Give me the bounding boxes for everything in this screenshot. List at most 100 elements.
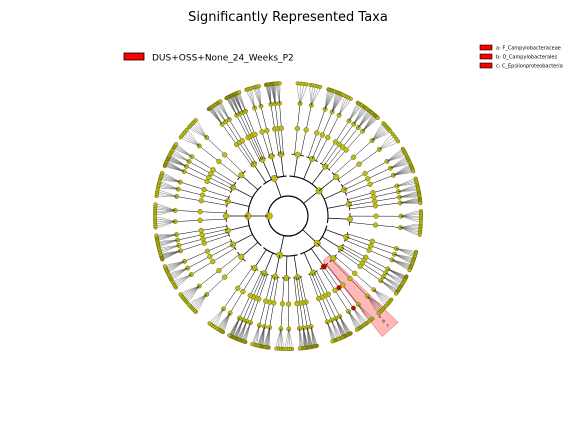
leaf-line: [372, 134, 387, 141]
leaf-line: [331, 320, 337, 335]
taxon-node: [222, 212, 230, 220]
leaf-line: [396, 248, 412, 251]
leaf-line: [164, 245, 179, 249]
leaf-line: [307, 327, 309, 343]
leaf-line: [249, 93, 255, 109]
leaf-line: [324, 96, 334, 110]
leaf-line: [173, 267, 188, 274]
leaf-line: [327, 321, 333, 337]
leaf-line: [278, 328, 282, 344]
taxon-node: [216, 267, 222, 274]
leaf-line: [176, 152, 190, 162]
taxon-node: [250, 342, 255, 347]
leaf-line: [188, 285, 200, 298]
leaf-line: [400, 216, 417, 219]
leaf-line: [386, 154, 401, 162]
leaf-line: [311, 90, 313, 106]
leaf-line: [400, 202, 416, 204]
leaf-line: [379, 144, 394, 150]
leaf-line: [297, 88, 301, 104]
leaf-line: [165, 250, 181, 254]
leaf-line: [221, 312, 231, 326]
leaf-line: [299, 328, 303, 344]
leaf-line: [196, 294, 207, 307]
main-legend-label: DUS+OSS+None_24_Weeks_P2: [152, 54, 294, 64]
leaf-line: [396, 248, 411, 252]
leaf-line: [287, 328, 289, 345]
leaf-line: [353, 308, 361, 322]
taxa-legend-item-a: a: F_Campylobacteraceae: [496, 46, 561, 52]
leaf-line: [178, 274, 192, 283]
leaf-line: [225, 313, 231, 328]
taxon-node: [325, 134, 331, 141]
leaf-line: [348, 311, 359, 323]
taxon-node: [329, 317, 334, 323]
taxon-node: [372, 203, 379, 209]
taxon-node: [201, 186, 207, 193]
taxon-node: [376, 311, 381, 316]
leaf-line: [348, 108, 358, 121]
leaf-line: [396, 248, 410, 256]
taxon-node: [251, 265, 258, 272]
leaf-line: [177, 274, 192, 282]
leaf-line: [353, 308, 364, 320]
leaf-line: [394, 254, 410, 258]
leaf-line: [396, 181, 412, 187]
leaf-line: [396, 248, 411, 255]
taxon-node: [153, 202, 158, 207]
leaf-line: [386, 151, 399, 162]
leaf-line: [386, 155, 402, 162]
taxon-node: [367, 181, 373, 187]
taxa-legend-swatch-b: [479, 53, 493, 60]
leaf-line: [199, 294, 207, 309]
leaf-line: [279, 328, 282, 344]
leaf-line: [338, 103, 349, 116]
taxon-node: [332, 287, 338, 294]
leaf-line: [332, 97, 336, 113]
leaf-line: [367, 296, 381, 305]
branch-line: [241, 174, 259, 190]
leaf-line: [400, 211, 416, 217]
leaf-line: [214, 308, 224, 321]
taxon-node: [336, 141, 342, 148]
leaf-line: [160, 206, 176, 211]
leaf-line: [373, 289, 387, 298]
leaf-line: [358, 117, 370, 128]
leaf-line: [216, 109, 226, 122]
leaf-line: [247, 94, 255, 109]
branch-line: [327, 203, 349, 209]
taxon-node: [238, 253, 245, 260]
leaf-line: [387, 268, 401, 278]
taxon-node: [210, 167, 216, 173]
taxon-node: [154, 233, 159, 238]
leaf-line: [277, 88, 280, 104]
taxon-node: [362, 170, 368, 177]
leaf-line: [175, 154, 190, 162]
branch-line: [303, 158, 313, 180]
taxon-node: [396, 139, 401, 144]
leaf-line: [257, 325, 260, 341]
leaf-line: [386, 152, 400, 162]
taxon-node: [369, 238, 375, 244]
taxon-node: [337, 245, 344, 252]
branch-line: [310, 248, 325, 267]
leaf-line: [398, 188, 414, 192]
taxon-node: [373, 213, 379, 219]
taxon-node: [256, 84, 261, 89]
branch-line: [261, 159, 272, 180]
leaf-line: [353, 308, 363, 321]
taxon-node: [333, 173, 340, 181]
taxon-node: [264, 127, 270, 134]
taxon-node: [197, 209, 203, 215]
leaf-line: [400, 214, 417, 217]
figure-title: Significantly Represented Taxa: [188, 10, 388, 25]
leaf-line: [179, 274, 192, 284]
leaf-line: [394, 254, 409, 260]
taxon-node: [198, 227, 204, 234]
leaf-line: [373, 289, 385, 301]
leaf-line: [280, 328, 282, 344]
leaf-line: [255, 91, 262, 107]
leaf-line: [367, 296, 379, 308]
leaf-line: [280, 328, 284, 344]
leaf-line: [396, 248, 411, 253]
